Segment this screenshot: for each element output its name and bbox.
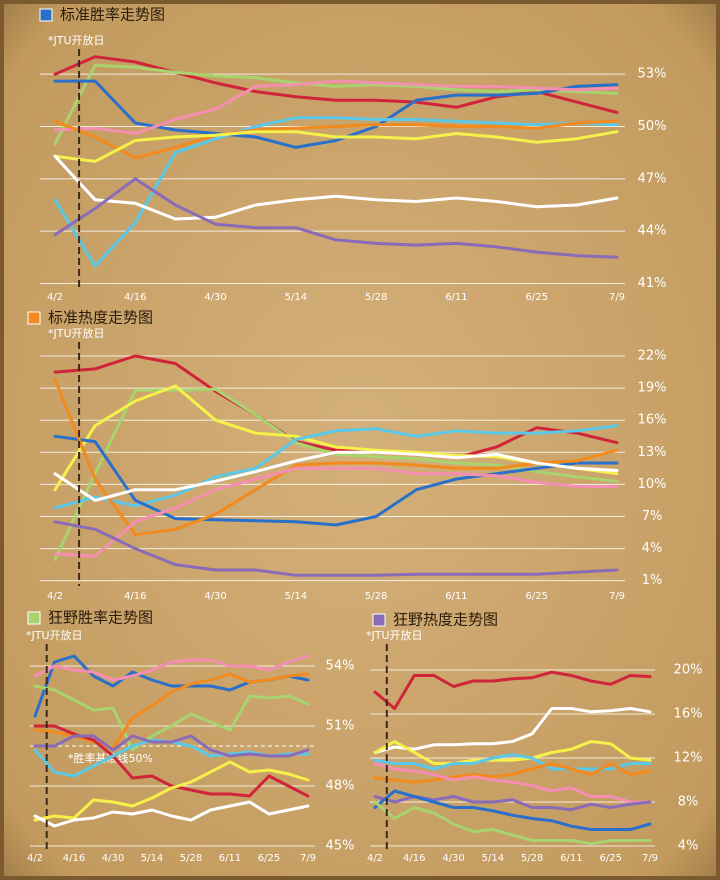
series-line [53, 378, 619, 537]
title-swatch [372, 613, 386, 627]
chart-title: 标准胜率走势图 [60, 6, 165, 24]
series-line [33, 734, 310, 758]
y-tick-label: 19% [638, 381, 667, 396]
title-swatch [27, 611, 41, 625]
x-tick-label: 6/25 [525, 292, 547, 303]
y-tick-label: 4% [642, 541, 663, 556]
y-tick-label: 44% [638, 224, 667, 239]
series-line [373, 670, 652, 710]
y-tick-label: 12% [674, 751, 703, 766]
series-line [33, 760, 310, 822]
event-annotation: *JTU开放日 [366, 628, 423, 642]
series-line [373, 789, 652, 831]
x-tick-label: 5/28 [365, 292, 387, 303]
series-line [33, 800, 310, 828]
event-annotation: *JTU开放日 [48, 33, 105, 47]
y-tick-label: 7% [642, 509, 663, 524]
series-line [53, 79, 619, 135]
x-tick-label: 4/2 [367, 853, 383, 864]
x-tick-label: 6/11 [560, 853, 582, 864]
x-tick-label: 4/16 [63, 853, 85, 864]
y-tick-label: 16% [674, 707, 703, 722]
chart-title: 狂野热度走势图 [393, 611, 498, 629]
series-line [373, 762, 652, 784]
x-tick-label: 4/16 [124, 292, 146, 303]
x-tick-label: 7/9 [300, 853, 316, 864]
x-tick-label: 4/2 [47, 591, 63, 602]
y-tick-label: 47% [638, 171, 667, 186]
y-tick-label: 54% [326, 659, 355, 674]
x-tick-label: 4/30 [102, 853, 124, 864]
series-line [373, 762, 652, 804]
x-tick-label: 4/30 [204, 591, 226, 602]
chart-title: 标准热度走势图 [48, 309, 153, 327]
y-tick-label: 48% [326, 779, 355, 794]
x-tick-label: 7/9 [642, 853, 658, 864]
x-tick-label: 4/30 [204, 292, 226, 303]
series-line [373, 707, 652, 754]
title-swatch [39, 8, 53, 22]
x-tick-label: 7/9 [609, 591, 625, 602]
series-line [33, 684, 310, 752]
series-line [373, 753, 652, 771]
chart-title: 狂野胜率走势图 [48, 609, 153, 627]
series-line [53, 424, 619, 510]
x-tick-label: 6/25 [258, 853, 280, 864]
y-tick-label: 20% [674, 663, 703, 678]
x-tick-label: 5/14 [285, 292, 307, 303]
x-tick-label: 7/9 [609, 292, 625, 303]
series-line [53, 434, 619, 527]
x-tick-label: 6/11 [445, 292, 467, 303]
x-tick-label: 6/25 [599, 853, 621, 864]
y-tick-label: 45% [326, 839, 355, 854]
title-swatch [27, 311, 41, 325]
series-line [373, 740, 652, 765]
y-tick-label: 1% [642, 573, 663, 588]
y-tick-label: 13% [638, 445, 667, 460]
x-tick-label: 5/14 [482, 853, 504, 864]
y-tick-label: 16% [638, 413, 667, 428]
y-tick-label: 8% [678, 795, 699, 810]
event-annotation: *JTU开放日 [26, 628, 83, 642]
x-tick-label: 4/2 [47, 292, 63, 303]
series-line [53, 520, 619, 577]
x-tick-label: 6/11 [445, 591, 467, 602]
series-line [53, 116, 619, 268]
series-line [53, 450, 619, 502]
series-line [33, 654, 310, 682]
x-tick-label: 5/28 [180, 853, 202, 864]
x-tick-label: 4/30 [442, 853, 464, 864]
x-tick-label: 4/16 [403, 853, 425, 864]
series-line [33, 672, 310, 750]
x-tick-label: 4/16 [124, 591, 146, 602]
series-line [373, 800, 652, 846]
x-tick-label: 5/14 [285, 591, 307, 602]
y-tick-label: 41% [638, 276, 667, 291]
x-tick-label: 6/11 [219, 853, 241, 864]
x-tick-label: 6/25 [525, 591, 547, 602]
y-tick-label: 10% [638, 477, 667, 492]
x-tick-label: 4/2 [27, 853, 43, 864]
y-tick-label: 50% [638, 119, 667, 134]
y-tick-label: 22% [638, 349, 667, 364]
x-tick-label: 5/28 [365, 591, 387, 602]
y-tick-label: 53% [638, 67, 667, 82]
y-tick-label: 51% [326, 719, 355, 734]
x-tick-label: 5/28 [521, 853, 543, 864]
series-line [53, 63, 619, 146]
y-tick-label: 4% [678, 839, 699, 854]
series-line [53, 79, 619, 149]
series-line [53, 119, 619, 160]
series-line [53, 154, 619, 221]
event-annotation: *JTU开放日 [48, 326, 105, 340]
series-line [53, 177, 619, 259]
series-line [53, 466, 619, 558]
x-tick-label: 5/14 [141, 853, 163, 864]
series-line [53, 130, 619, 163]
